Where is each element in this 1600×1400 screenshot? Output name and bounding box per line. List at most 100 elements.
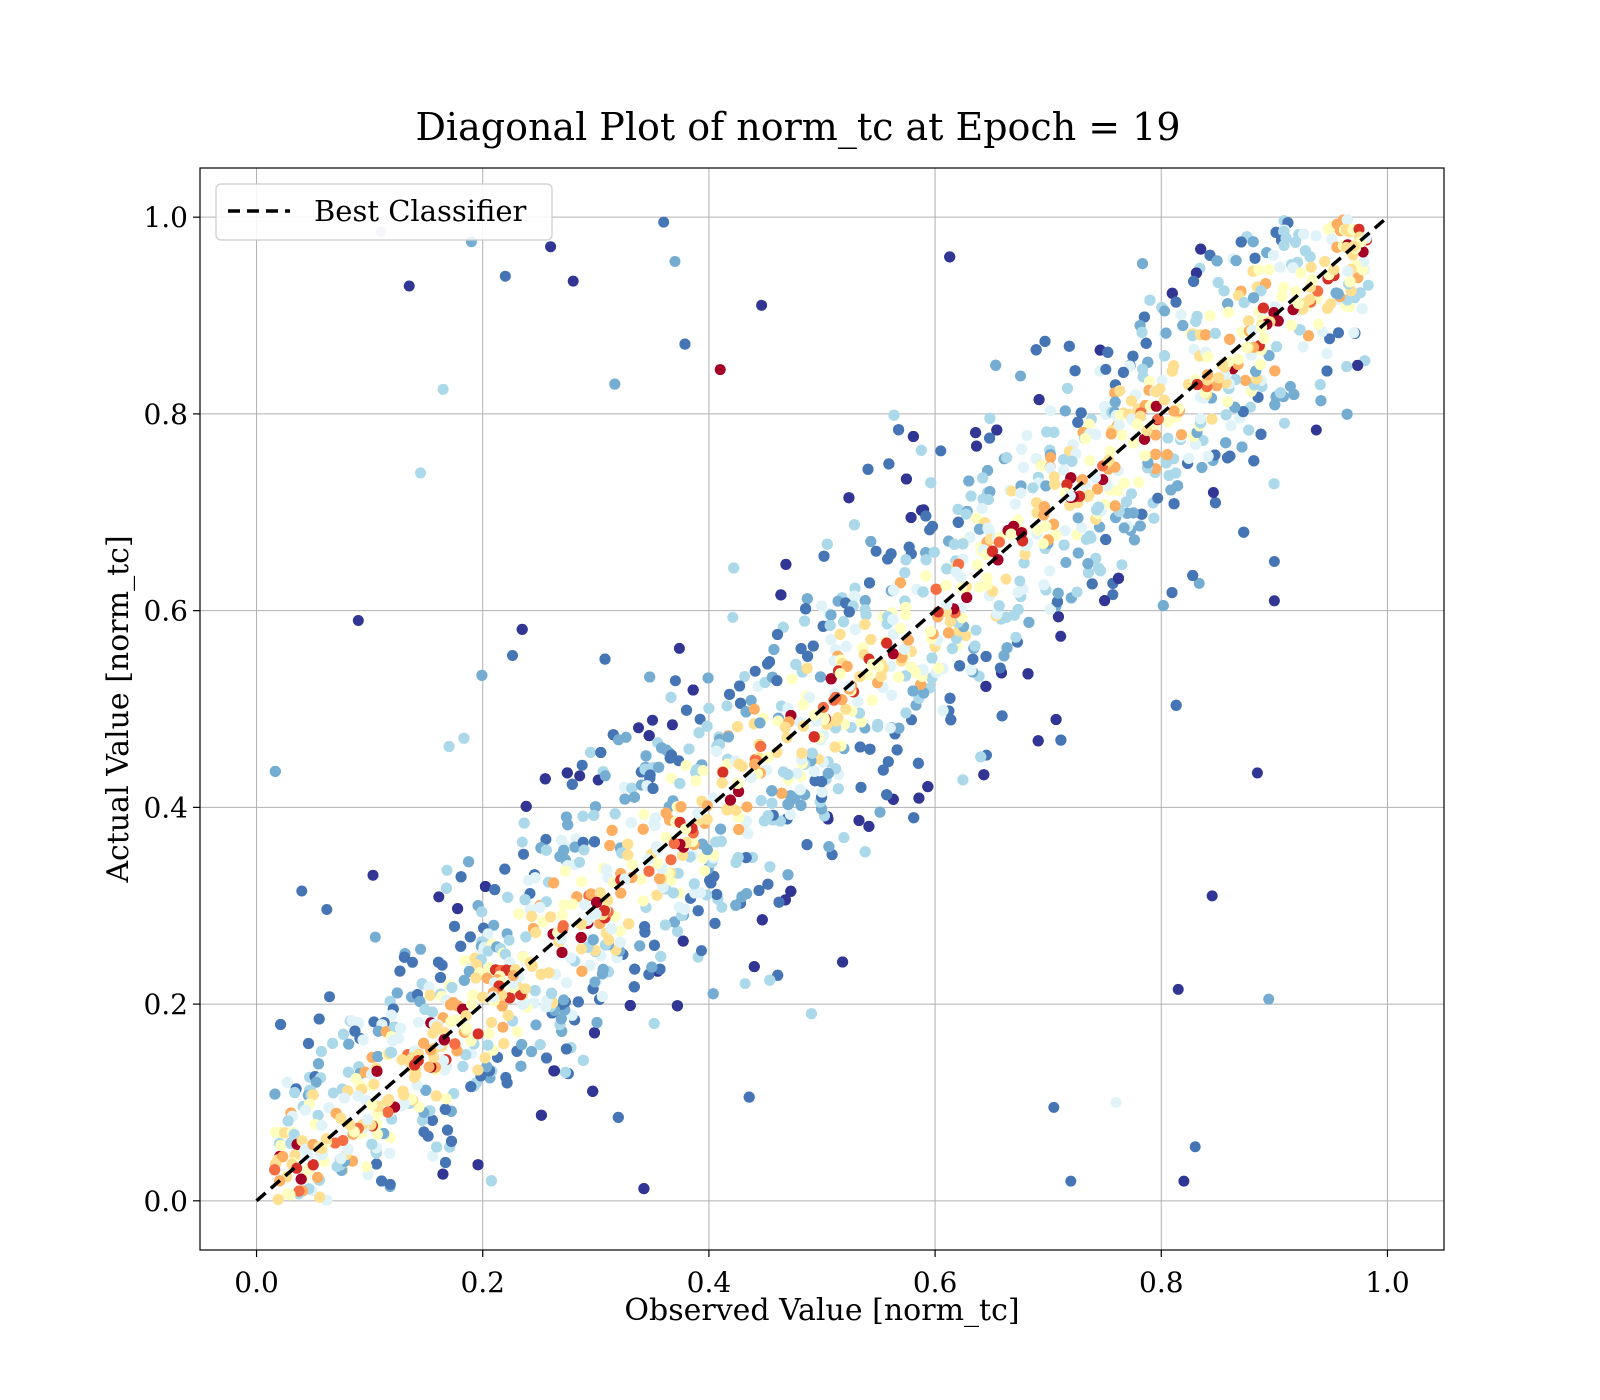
scatter-point	[1303, 330, 1314, 342]
scatter-point	[415, 943, 427, 955]
scatter-point	[559, 865, 571, 877]
scatter-point	[840, 703, 852, 715]
scatter-point	[710, 836, 722, 848]
scatter-point	[859, 595, 871, 607]
y-tick-label: 1.0	[143, 201, 188, 234]
y-tick-label: 0.0	[143, 1185, 188, 1218]
scatter-point	[560, 1043, 572, 1055]
scatter-point	[567, 898, 579, 910]
scatter-point	[362, 1114, 373, 1125]
scatter-point	[816, 600, 828, 612]
scatter-point	[579, 899, 591, 911]
scatter-point	[1258, 332, 1270, 344]
scatter-point	[915, 678, 927, 690]
scatter-point	[1157, 600, 1169, 612]
scatter-point	[807, 640, 819, 652]
scatter-point	[272, 1193, 284, 1205]
scatter-point	[609, 378, 621, 390]
scatter-point	[472, 1028, 484, 1040]
scatter-point	[1220, 409, 1232, 421]
scatter-point	[396, 1054, 408, 1066]
scatter-point	[748, 703, 760, 715]
scatter-point	[599, 653, 611, 665]
scatter-point	[905, 661, 917, 673]
scatter-point	[1150, 448, 1161, 460]
y-tick-label: 0.2	[143, 988, 188, 1021]
outlier-point	[1268, 555, 1280, 567]
scatter-point	[458, 974, 470, 986]
scatter-point	[442, 1124, 453, 1136]
scatter-point	[576, 876, 588, 888]
scatter-point	[481, 1061, 493, 1073]
scatter-point	[933, 662, 944, 674]
scatter-point	[313, 1013, 325, 1025]
outlier-point	[1206, 890, 1218, 902]
scatter-point	[303, 1038, 314, 1049]
scatter-point	[748, 961, 760, 973]
scatter-point	[1362, 279, 1374, 291]
scatter-point	[711, 745, 722, 757]
scatter-point	[327, 1087, 339, 1099]
scatter-point	[821, 538, 833, 550]
outlier-point	[567, 275, 579, 287]
scatter-point	[732, 721, 744, 733]
scatter-point	[755, 795, 767, 807]
scatter-point	[1207, 487, 1219, 498]
scatter-point	[823, 841, 835, 853]
scatter-point	[1118, 477, 1130, 489]
scatter-point	[739, 978, 751, 990]
scatter-point	[983, 494, 994, 505]
scatter-point	[753, 885, 765, 896]
scatter-point	[683, 743, 695, 755]
scatter-point	[343, 1038, 355, 1050]
scatter-point	[756, 914, 768, 926]
scatter-point	[741, 801, 753, 813]
scatter-point	[530, 1019, 542, 1031]
scatter-point	[574, 856, 586, 868]
scatter-point	[619, 793, 631, 805]
chart-title: Diagonal Plot of norm_tc at Epoch = 19	[415, 105, 1180, 150]
scatter-point	[426, 1114, 438, 1126]
scatter-point	[701, 720, 713, 732]
scatter-point	[1154, 383, 1166, 395]
scatter-point	[785, 790, 796, 802]
scatter-point	[534, 901, 546, 913]
scatter-point	[888, 584, 900, 596]
scatter-point	[455, 871, 467, 883]
scatter-point	[930, 583, 942, 595]
scatter-point	[764, 861, 776, 873]
scatter-point	[449, 1038, 461, 1050]
outlier-point	[714, 364, 726, 376]
scatter-point	[1022, 668, 1034, 680]
scatter-point	[913, 792, 925, 804]
scatter-point	[423, 981, 435, 993]
scatter-point	[1213, 372, 1224, 384]
scatter-point	[697, 852, 709, 864]
scatter-point	[357, 1034, 369, 1046]
scatter-point	[809, 775, 821, 787]
scatter-point	[1297, 341, 1309, 353]
scatter-point	[337, 1028, 349, 1040]
scatter-point	[483, 1027, 495, 1039]
scatter-point	[1060, 557, 1072, 568]
scatter-point	[609, 808, 621, 820]
scatter-point	[809, 765, 820, 777]
scatter-point	[1006, 485, 1018, 497]
scatter-point	[907, 431, 919, 442]
scatter-point	[848, 519, 860, 531]
scatter-point	[576, 943, 587, 955]
scatter-point	[316, 1119, 328, 1131]
scatter-point	[556, 947, 568, 958]
scatter-point	[275, 1019, 287, 1030]
scatter-point	[572, 996, 584, 1008]
scatter-point	[440, 882, 452, 894]
scatter-point	[984, 412, 996, 424]
scatter-point	[540, 844, 552, 856]
scatter-point	[1050, 714, 1062, 725]
scatter-point	[1131, 418, 1143, 430]
scatter-point	[1100, 534, 1112, 545]
scatter-point	[973, 581, 985, 593]
scatter-point	[1325, 298, 1337, 310]
scatter-point	[1295, 267, 1307, 279]
scatter-point	[994, 662, 1006, 674]
